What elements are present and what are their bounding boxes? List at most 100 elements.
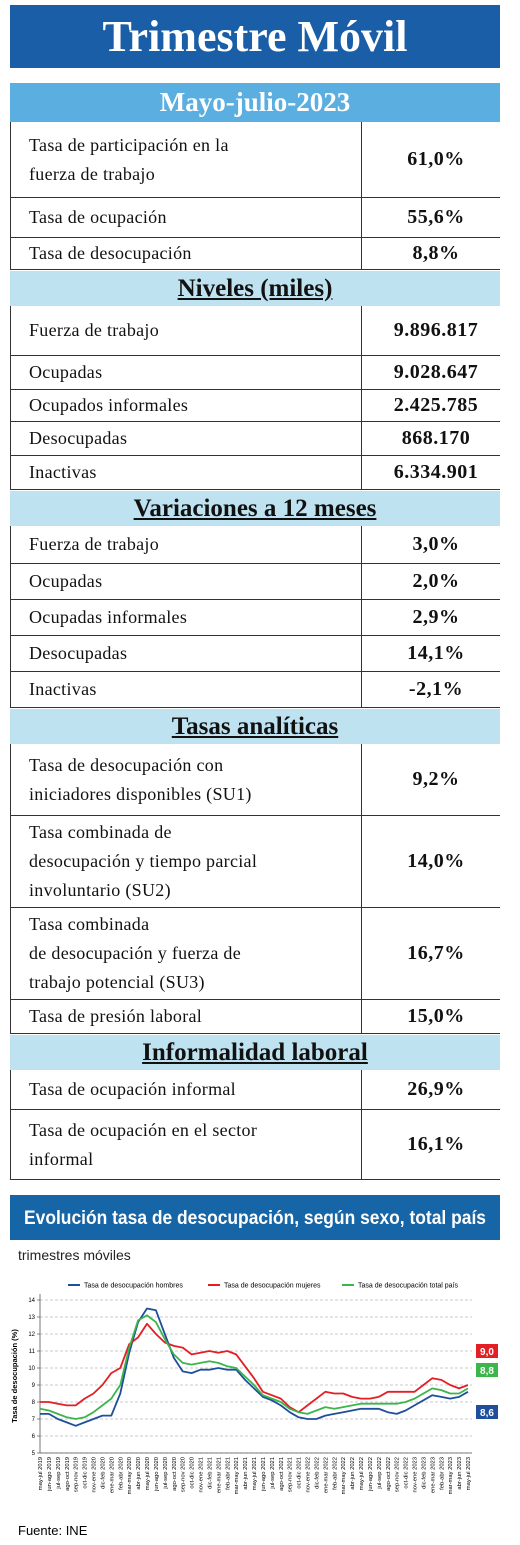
x-tick-label: jun-ago 2020 — [154, 1457, 160, 1492]
table-row: Tasa de participación en la fuerza de tr… — [10, 122, 500, 198]
row-value: 9.896.817 — [361, 306, 510, 355]
y-tick-label: 14 — [28, 1298, 35, 1304]
row-value: 3,0% — [361, 526, 510, 563]
row-value: 15,0% — [361, 1000, 510, 1033]
y-tick-label: 6 — [32, 1434, 36, 1440]
y-tick-label: 10 — [28, 1366, 35, 1372]
x-tick-label: ago-oct 2019 — [65, 1457, 71, 1491]
page-title: Trimestre Móvil — [10, 5, 500, 68]
y-tick-label: 9 — [32, 1383, 36, 1389]
x-tick-label: feb-abr 2023 — [439, 1457, 445, 1490]
row-label: Desocupadas — [29, 428, 128, 448]
table-row: Ocupadas 2,0% — [10, 564, 500, 600]
y-tick-label: 7 — [32, 1417, 36, 1423]
source: Fuente: INE — [18, 1523, 88, 1538]
x-tick-label: feb-abr 2021 — [225, 1457, 231, 1490]
x-tick-label: ago-oct 2022 — [386, 1457, 392, 1491]
x-tick-label: ene-mar 2022 — [323, 1457, 329, 1493]
end-label: 8,6 — [480, 1408, 494, 1419]
chart-subtitle: trimestres móviles — [18, 1247, 131, 1263]
row-value: 16,1% — [361, 1110, 510, 1179]
row-label: Tasa combinada de desocupación y tiempo … — [29, 822, 258, 900]
x-tick-label: ago-oct 2021 — [279, 1457, 285, 1491]
row-label: Tasa combinada de desocupación y fuerza … — [29, 914, 241, 992]
row-value: 868.170 — [361, 422, 510, 455]
x-tick-label: dic-feb 2023 — [421, 1457, 427, 1489]
table-row: Ocupados informales 2.425.785 — [10, 390, 500, 422]
x-tick-label: nov-ene 2022 — [306, 1457, 312, 1492]
table-row: Ocupadas 9.028.647 — [10, 356, 500, 390]
row-label: Inactivas — [29, 679, 97, 699]
x-tick-label: may-jul 2019 — [38, 1457, 44, 1490]
row-value: 61,0% — [361, 122, 510, 197]
row-value: 55,6% — [361, 198, 510, 237]
row-label: Fuerza de trabajo — [29, 320, 160, 340]
end-label: 8,8 — [480, 1366, 494, 1377]
x-tick-label: abr-jun 2022 — [350, 1457, 356, 1490]
x-tick-label: mar-may 2021 — [234, 1457, 240, 1494]
row-label: Ocupadas informales — [29, 607, 188, 627]
x-tick-label: oct-dic 2021 — [297, 1457, 303, 1489]
row-label: Tasa de desocupación — [29, 243, 192, 263]
row-label: Tasa de ocupación informal — [29, 1079, 236, 1099]
x-tick-label: may-jul 2020 — [145, 1457, 151, 1490]
row-value: 9,2% — [361, 744, 510, 815]
end-label: 9,0 — [480, 1347, 494, 1358]
x-tick-label: mar-may 2022 — [341, 1457, 347, 1494]
x-tick-label: dic-feb 2020 — [100, 1457, 106, 1489]
row-label: Fuerza de trabajo — [29, 534, 160, 554]
x-tick-label: feb-abr 2020 — [118, 1457, 124, 1490]
row-label: Tasa de ocupación en el sector informal — [29, 1119, 258, 1169]
x-tick-label: nov-ene 2023 — [413, 1457, 419, 1492]
row-value: 14,1% — [361, 636, 510, 671]
y-tick-label: 11 — [29, 1349, 36, 1355]
section-heading: Informalidad laboral — [10, 1035, 500, 1070]
x-tick-label: ene-mar 2023 — [430, 1457, 436, 1493]
x-tick-label: ene-mar 2020 — [109, 1457, 115, 1493]
series-line — [39, 1314, 469, 1420]
legend-label: Tasa de desocupación hombres — [84, 1283, 183, 1290]
table-row: Desocupadas 868.170 — [10, 422, 500, 456]
x-tick-label: sep-nov 2019 — [74, 1457, 80, 1492]
row-label: Tasa de desocupación con iniciadores dis… — [29, 754, 252, 804]
chart-title: Evolución tasa de desocupación, según se… — [24, 1208, 486, 1229]
y-tick-label: 5 — [32, 1451, 36, 1457]
period: Mayo-julio-2023 — [10, 83, 500, 122]
x-tick-label: jul-sep 2021 — [270, 1457, 276, 1490]
end-label-box — [476, 1344, 498, 1358]
row-label: Tasa de participación en la fuerza de tr… — [29, 134, 229, 184]
x-tick-label: ago-oct 2020 — [172, 1457, 178, 1491]
x-tick-label: jul-sep 2022 — [377, 1457, 383, 1490]
x-tick-label: dic-feb 2022 — [314, 1457, 320, 1489]
table-row: Inactivas 6.334.901 — [10, 456, 500, 490]
row-label: Desocupadas — [29, 643, 128, 663]
row-value: 8,8% — [361, 238, 510, 269]
table-row: Fuerza de trabajo 3,0% — [10, 526, 500, 564]
row-label: Tasa de presión laboral — [29, 1006, 203, 1026]
section-heading: Variaciones a 12 meses — [10, 491, 500, 526]
x-tick-label: may-jul 2022 — [359, 1457, 365, 1490]
row-label: Inactivas — [29, 462, 97, 482]
end-label-box — [476, 1363, 498, 1377]
legend-label: Tasa de desocupación mujeres — [224, 1283, 321, 1290]
chart-title-band — [10, 1195, 500, 1240]
x-tick-label: oct-dic 2020 — [190, 1457, 196, 1489]
table-row: Inactivas -2,1% — [10, 672, 500, 708]
x-tick-label: jun-ago 2021 — [261, 1457, 267, 1492]
x-tick-label: jun-ago 2022 — [368, 1457, 374, 1492]
table-row: Ocupadas informales 2,9% — [10, 600, 500, 636]
section-heading: Niveles (miles) — [10, 271, 500, 306]
x-tick-label: jun-ago 2019 — [47, 1457, 53, 1492]
y-axis-label: Tasa de desocupación (%) — [10, 1329, 19, 1423]
x-tick-label: feb-abr 2022 — [332, 1457, 338, 1490]
x-tick-label: may-jul 2023 — [466, 1457, 472, 1490]
x-tick-label: sep-nov 2020 — [181, 1457, 187, 1492]
row-value: 2.425.785 — [361, 390, 510, 421]
table-row: Tasa de desocupación 8,8% — [10, 238, 500, 270]
x-tick-label: nov-ene 2021 — [199, 1457, 205, 1492]
x-tick-label: may-jul 2021 — [252, 1457, 258, 1490]
x-tick-label: jul-sep 2019 — [56, 1457, 62, 1490]
row-label: Ocupadas — [29, 362, 103, 382]
y-tick-label: 12 — [28, 1332, 35, 1338]
